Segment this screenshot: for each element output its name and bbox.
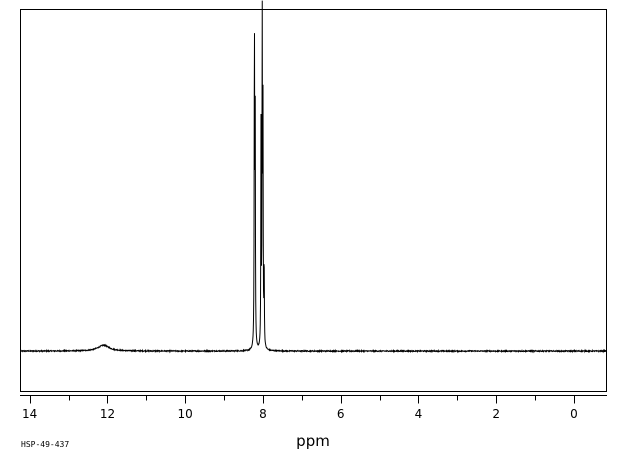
x-tick-label: 8 (259, 407, 267, 421)
x-tick-label: 12 (100, 407, 115, 421)
x-tick-label: 4 (415, 407, 423, 421)
plot-frame (20, 9, 607, 392)
sample-id-label: HSP-49-437 (21, 440, 69, 449)
x-tick-label: 0 (570, 407, 578, 421)
x-tick-label: 14 (22, 407, 37, 421)
x-tick-label: 10 (178, 407, 193, 421)
x-axis-title: ppm (296, 432, 330, 450)
x-axis-ticks: 14 12 10 8 6 4 2 0 (22, 395, 578, 421)
spectrum-line (20, 0, 607, 354)
x-tick-label: 6 (337, 407, 345, 421)
x-tick-label: 2 (492, 407, 500, 421)
